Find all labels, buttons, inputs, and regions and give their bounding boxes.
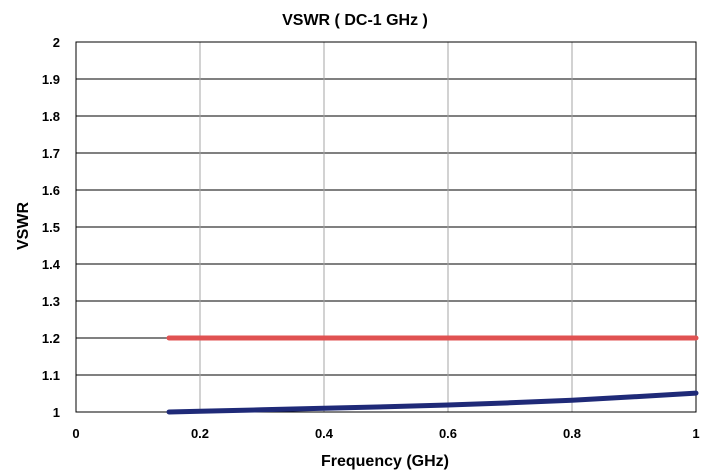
- grid-lines: [75, 41, 697, 413]
- y-tick-labels: 1 1.1 1.2 1.3 1.4 1.5 1.6 1.7 1.8 1.9 2: [42, 35, 61, 420]
- x-tick-labels: 0 0.2 0.4 0.6 0.8 1: [72, 426, 699, 441]
- x-tick-label: 1: [692, 426, 699, 441]
- y-tick-label: 1.1: [42, 368, 60, 383]
- chart-title: VSWR ( DC-1 GHz ): [282, 12, 428, 29]
- y-tick-label: 1.9: [42, 72, 60, 87]
- series-line: [166, 390, 699, 415]
- y-tick-label: 1.6: [42, 183, 60, 198]
- x-tick-label: 0: [72, 426, 79, 441]
- y-axis-title: VSWR: [15, 202, 32, 250]
- y-tick-label: 1.4: [42, 257, 61, 272]
- x-tick-label: 0.6: [439, 426, 457, 441]
- y-tick-label: 2: [53, 35, 60, 50]
- x-axis-title: Frequency (GHz): [321, 453, 449, 470]
- y-tick-label: 1.2: [42, 331, 60, 346]
- y-tick-label: 1.3: [42, 294, 60, 309]
- y-tick-label: 1: [53, 405, 60, 420]
- x-tick-label: 0.8: [563, 426, 581, 441]
- series-group: [166, 335, 699, 415]
- x-tick-label: 0.4: [315, 426, 334, 441]
- y-tick-label: 1.8: [42, 109, 60, 124]
- x-tick-label: 0.2: [191, 426, 209, 441]
- y-tick-label: 1.7: [42, 146, 60, 161]
- y-tick-label: 1.5: [42, 220, 60, 235]
- plot-area-frame: [75, 41, 697, 413]
